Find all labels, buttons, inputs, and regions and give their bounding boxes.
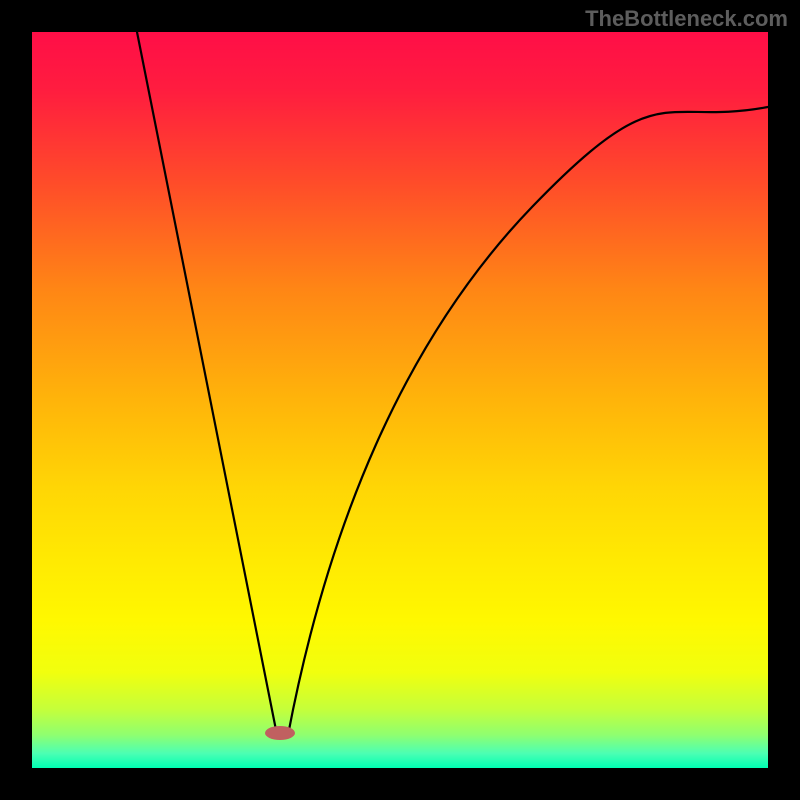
bottleneck-chart xyxy=(0,0,800,800)
watermark-text: TheBottleneck.com xyxy=(585,6,788,32)
minimum-marker xyxy=(265,726,295,740)
plot-background xyxy=(32,32,768,768)
